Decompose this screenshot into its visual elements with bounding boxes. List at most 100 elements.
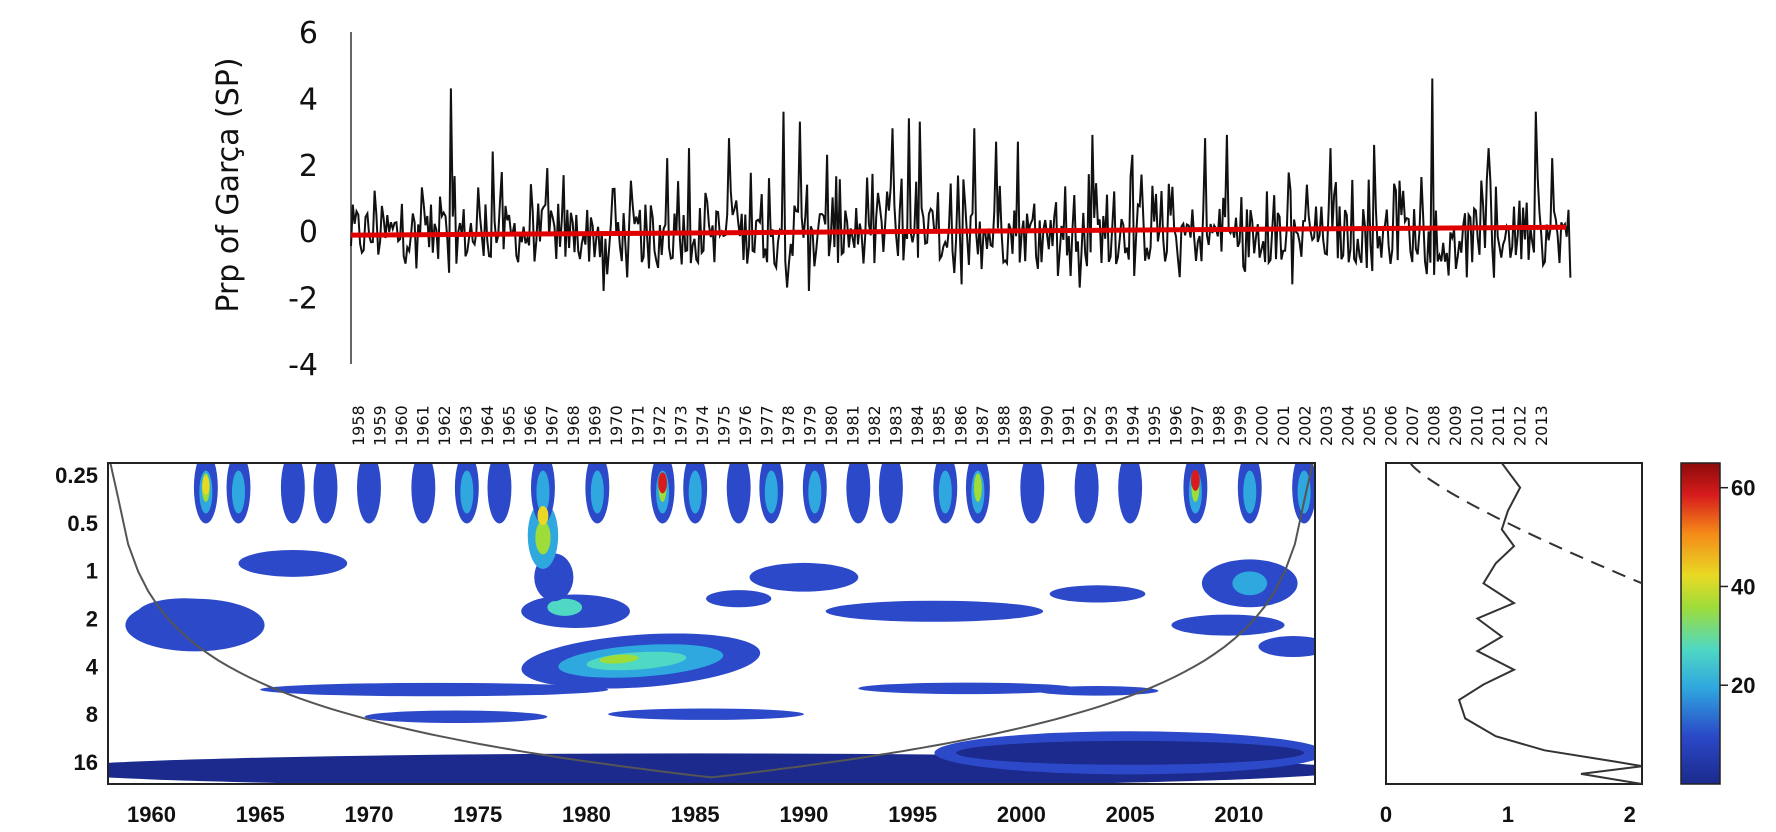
year-tick-label: 1986 bbox=[951, 405, 970, 446]
power-contour bbox=[590, 470, 604, 514]
y-tick-label: -2 bbox=[288, 282, 318, 317]
power-contour bbox=[536, 470, 550, 514]
year-tick-label: 1985 bbox=[671, 802, 720, 827]
year-tick-label: 1959 bbox=[370, 405, 389, 446]
power-contour bbox=[706, 590, 772, 608]
power-contour bbox=[956, 740, 1305, 765]
power-contour bbox=[726, 463, 751, 524]
year-tick-label: 1987 bbox=[973, 405, 992, 446]
global-spectrum-frame bbox=[1385, 462, 1643, 785]
year-tick-label: 1997 bbox=[1188, 405, 1207, 446]
power-contour bbox=[846, 463, 871, 524]
power-contour bbox=[1171, 614, 1285, 636]
year-tick-label: 1966 bbox=[521, 405, 540, 446]
y-tick-label: 4 bbox=[299, 82, 318, 117]
year-tick-label: 1963 bbox=[456, 405, 475, 446]
year-tick-label: 1988 bbox=[994, 405, 1013, 446]
year-tick-label: 2003 bbox=[1317, 405, 1336, 446]
colorbar-tick-label: 60 bbox=[1731, 476, 1755, 501]
year-tick-label: 1977 bbox=[758, 405, 777, 446]
power-tick-label: 2 bbox=[1624, 802, 1636, 827]
power-contour bbox=[260, 682, 609, 697]
year-tick-label: 1992 bbox=[1080, 405, 1099, 446]
power-contour bbox=[202, 475, 210, 495]
year-tick-label: 1965 bbox=[499, 405, 518, 446]
power-contour bbox=[487, 463, 512, 524]
global-wavelet-spectrum: 0 1 2 bbox=[1380, 462, 1643, 827]
period-tick-label: 0.25 bbox=[55, 463, 98, 488]
year-tick-label: 2001 bbox=[1274, 405, 1293, 446]
power-tick-label: 1 bbox=[1502, 802, 1514, 827]
period-tick-label: 8 bbox=[86, 702, 98, 727]
power-contour bbox=[658, 472, 667, 494]
power-tick-label: 0 bbox=[1380, 802, 1392, 827]
year-tick-label: 2010 bbox=[1468, 405, 1487, 446]
period-tick-label: 16 bbox=[74, 750, 98, 775]
y-tick-label: 0 bbox=[299, 215, 318, 250]
y-tick-label: 2 bbox=[299, 149, 318, 184]
significance-dashed-line bbox=[1409, 463, 1642, 585]
power-contour bbox=[764, 470, 778, 514]
year-tick-label: 1991 bbox=[1059, 405, 1078, 446]
year-tick-label: 2008 bbox=[1425, 405, 1444, 446]
year-tick-label: 1960 bbox=[127, 802, 176, 827]
year-tick-label: 1979 bbox=[801, 405, 820, 446]
power-contour bbox=[825, 600, 1044, 622]
colorbar-tick-label: 40 bbox=[1731, 574, 1755, 599]
year-tick-label: 1975 bbox=[715, 405, 734, 446]
power-contour bbox=[1258, 635, 1315, 658]
power-contour bbox=[535, 520, 551, 555]
y-tick-label: 6 bbox=[299, 16, 318, 51]
colorbar-tick-label: 20 bbox=[1731, 673, 1755, 698]
power-contour bbox=[1191, 469, 1200, 491]
year-tick-labels: 1960 1965 1970 1975 1980 1985 1990 1995 2000 2005… bbox=[127, 802, 1263, 827]
year-tick-label: 1999 bbox=[1231, 405, 1250, 446]
power-contour bbox=[1049, 585, 1146, 603]
year-tick-label: 1995 bbox=[888, 802, 937, 827]
power-contour bbox=[1232, 571, 1268, 596]
period-tick-labels: 0.25 0.5 1 2 4 8 16 bbox=[55, 463, 99, 775]
year-tick-label: 1958 bbox=[349, 405, 368, 446]
power-contour bbox=[136, 598, 232, 632]
year-tick-label: 1968 bbox=[564, 405, 583, 446]
year-tick-label: 2006 bbox=[1382, 405, 1401, 446]
year-tick-label: 1975 bbox=[453, 802, 502, 827]
year-tick-label: 1967 bbox=[542, 405, 561, 446]
year-tick-label: 1996 bbox=[1166, 405, 1185, 446]
power-contour bbox=[1297, 470, 1311, 514]
power-contour bbox=[808, 470, 822, 514]
year-tick-label: 2000 bbox=[997, 802, 1046, 827]
year-tick-label: 1972 bbox=[650, 405, 669, 446]
colorbar-tick-labels: 60 40 20 bbox=[1720, 476, 1755, 698]
trend-line bbox=[350, 224, 1567, 238]
wavelet-power-contours bbox=[108, 463, 1315, 784]
power-contour bbox=[1243, 470, 1257, 514]
x-tick-labels: 1958 1959 1960 1961 1962 1963 1964 1965 1966 1967… bbox=[349, 405, 1551, 446]
y-tick-labels: 6 4 2 0 -2 -4 bbox=[288, 16, 318, 383]
power-contour bbox=[688, 470, 702, 514]
power-contour bbox=[547, 598, 583, 616]
year-tick-label: 1962 bbox=[435, 405, 454, 446]
power-contour bbox=[1020, 463, 1045, 524]
year-tick-label: 2009 bbox=[1446, 405, 1465, 446]
colorbar: 60 40 20 bbox=[1680, 462, 1755, 785]
power-contour bbox=[599, 654, 639, 664]
year-tick-label: 1985 bbox=[930, 405, 949, 446]
y-axis-label: Prp of Garça (SP) bbox=[211, 57, 246, 312]
year-tick-label: 2012 bbox=[1511, 405, 1530, 446]
year-tick-label: 2007 bbox=[1403, 405, 1422, 446]
power-contour bbox=[608, 708, 804, 720]
year-tick-label: 1990 bbox=[1037, 405, 1056, 446]
year-tick-label: 2000 bbox=[1253, 405, 1272, 446]
period-tick-label: 0.5 bbox=[67, 511, 98, 536]
wavelet-plot-frame bbox=[107, 462, 1316, 785]
power-tick-labels: 0 1 2 bbox=[1380, 802, 1636, 827]
year-tick-label: 2005 bbox=[1106, 802, 1155, 827]
year-tick-label: 1983 bbox=[887, 405, 906, 446]
year-tick-label: 1980 bbox=[822, 405, 841, 446]
year-tick-label: 1965 bbox=[236, 802, 285, 827]
year-tick-label: 1970 bbox=[607, 405, 626, 446]
period-tick-label: 1 bbox=[86, 559, 98, 584]
